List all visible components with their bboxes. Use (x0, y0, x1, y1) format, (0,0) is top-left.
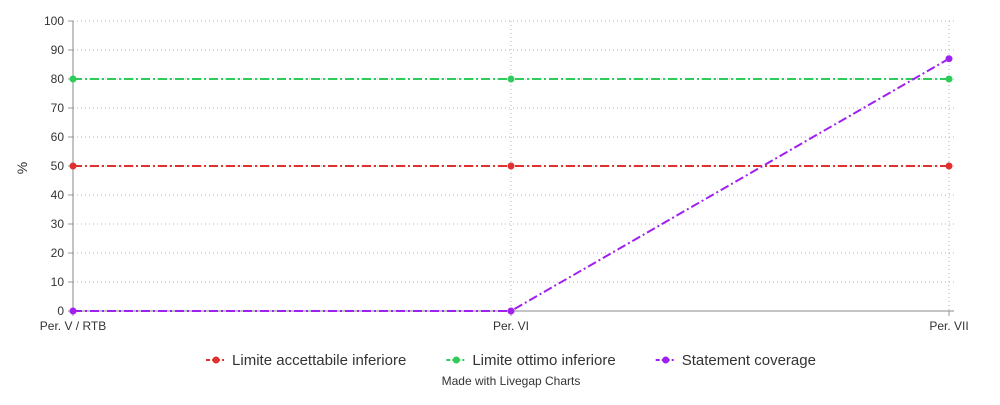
legend-swatch-dot (212, 356, 220, 364)
data-point[interactable] (507, 75, 515, 83)
legend-label: Limite accettabile inferiore (232, 352, 406, 369)
y-tick-label: 50 (51, 159, 65, 173)
series-statement-coverage (69, 55, 953, 315)
y-tick-label: 80 (51, 72, 65, 86)
x-tick-label: Per. V / RTB (40, 319, 106, 333)
series-limite-ottimo-inferiore (69, 75, 953, 83)
legend-swatch-dot (662, 356, 670, 364)
data-point[interactable] (507, 162, 515, 170)
chart-credit: Made with Livegap Charts (442, 374, 581, 388)
y-tick-label: 0 (57, 304, 64, 318)
x-tick-label: Per. VII (929, 319, 968, 333)
data-point[interactable] (945, 75, 953, 83)
data-point[interactable] (69, 162, 77, 170)
y-tick-label: 60 (51, 130, 65, 144)
legend-label: Statement coverage (682, 352, 816, 369)
axis-layer: % 0 10 20 30 40 50 60 70 80 90 100 Per. V / RTB Per.… (14, 14, 969, 333)
data-point[interactable] (69, 307, 77, 315)
y-tick-label: 90 (51, 43, 65, 57)
y-tick-label: 70 (51, 101, 65, 115)
y-tick-label: 100 (44, 14, 64, 28)
data-point[interactable] (69, 75, 77, 83)
y-tick-label: 30 (51, 217, 65, 231)
legend-item[interactable]: Limite ottimo inferiore (446, 352, 616, 369)
legend-swatch-dot (452, 356, 460, 364)
x-tick-label: Per. VI (493, 319, 529, 333)
y-tick-label: 40 (51, 188, 65, 202)
y-axis-title: % (14, 162, 30, 174)
legend-item[interactable]: Statement coverage (655, 352, 816, 369)
legend: Limite accettabile inferiore Limite ottim… (206, 352, 816, 369)
y-tick-label: 20 (51, 246, 65, 260)
data-point[interactable] (945, 162, 953, 170)
series-layer (69, 55, 953, 315)
legend-item[interactable]: Limite accettabile inferiore (206, 352, 406, 369)
y-tick-label: 10 (51, 275, 65, 289)
legend-label: Limite ottimo inferiore (472, 352, 615, 369)
series-limite-accettabile-inferiore (69, 162, 953, 170)
data-point[interactable] (945, 55, 953, 63)
data-point[interactable] (507, 307, 515, 315)
